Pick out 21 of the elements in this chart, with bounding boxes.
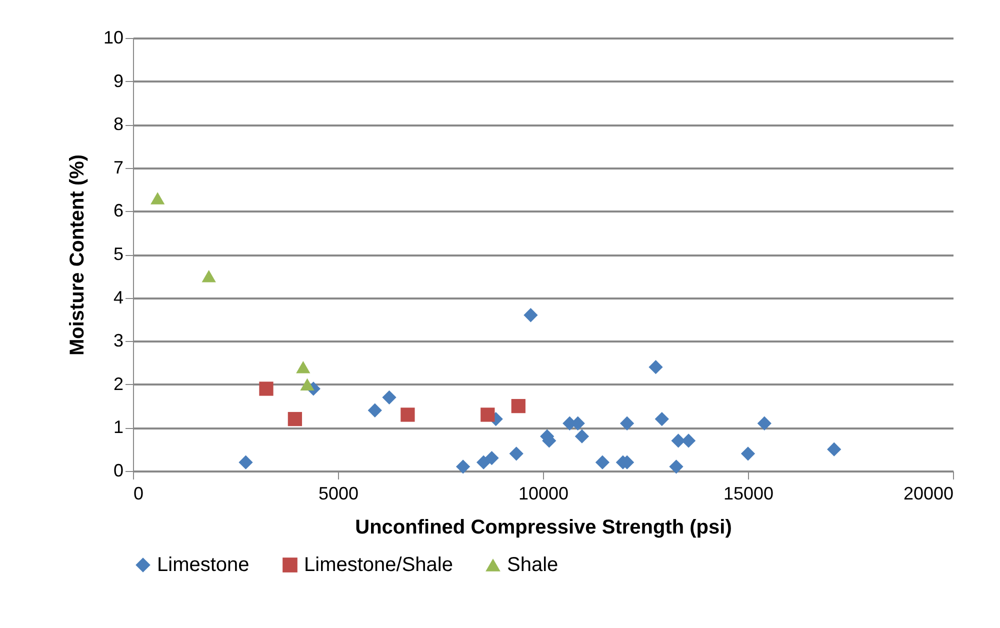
legend-label: Limestone/Shale — [304, 554, 453, 576]
y-tick-label: 0 — [113, 460, 124, 480]
y-tick-label: 4 — [113, 287, 124, 308]
legend-label: Shale — [507, 554, 558, 576]
y-tick-label: 3 — [113, 330, 124, 351]
y-tick-label: 6 — [113, 200, 124, 221]
y-tick-label: 8 — [113, 114, 124, 134]
y-tick-label: 7 — [113, 157, 124, 178]
y-tick-label: 9 — [113, 70, 124, 91]
y-tick-label: 2 — [113, 374, 124, 394]
y-axis-title: Moisture Content (%) — [66, 154, 88, 356]
y-tick-label: 5 — [113, 244, 124, 264]
x-tick-label: 20000 — [903, 484, 954, 504]
y-tick-label: 10 — [103, 28, 124, 48]
x-tick-label: 10000 — [518, 484, 569, 504]
x-axis-title: Unconfined Compressive Strength (psi) — [355, 516, 732, 538]
legend-label: Limestone — [157, 554, 250, 576]
x-tick-label: 0 — [134, 484, 144, 504]
x-tick-label: 15000 — [723, 484, 774, 504]
x-tick-label: 5000 — [318, 484, 359, 504]
y-tick-label: 1 — [113, 417, 124, 438]
